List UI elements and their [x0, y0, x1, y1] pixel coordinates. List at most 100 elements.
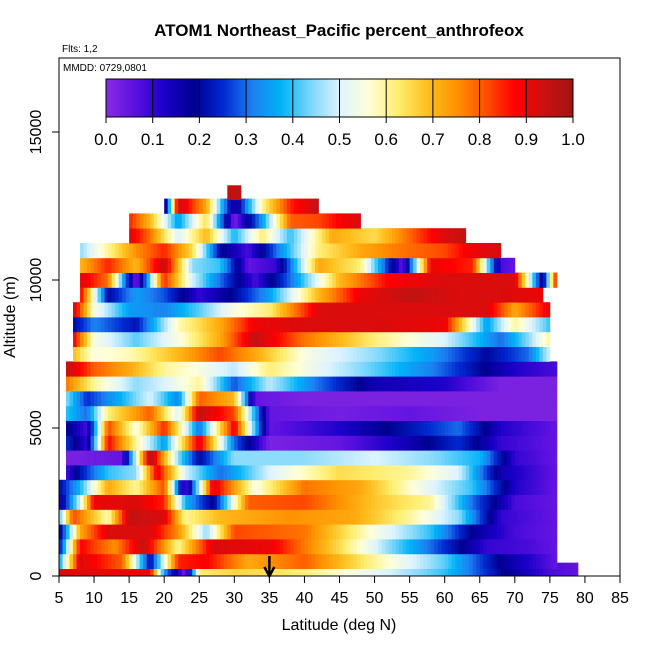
- heatmap-cell: [542, 346, 547, 362]
- heatmap-cell: [258, 287, 263, 303]
- heatmap-cell: [115, 435, 120, 451]
- heatmap-cell: [504, 287, 509, 303]
- heatmap-cell: [129, 509, 134, 525]
- heatmap-cell: [279, 509, 284, 525]
- heatmap-cell: [293, 317, 298, 333]
- heatmap-cell: [434, 524, 439, 540]
- heatmap-cell: [69, 539, 74, 555]
- heatmap-cell: [188, 494, 193, 510]
- heatmap-cell: [66, 524, 70, 540]
- heatmap-cell: [139, 272, 144, 288]
- heatmap-cell: [409, 376, 414, 392]
- heatmap-cell: [174, 435, 179, 451]
- heatmap-cell: [202, 346, 207, 362]
- heatmap-cell: [462, 524, 467, 540]
- heatmap-cell: [265, 257, 270, 273]
- heatmap-cell: [479, 317, 484, 333]
- heatmap-cell: [500, 562, 505, 577]
- heatmap-cell: [290, 346, 295, 362]
- heatmap-row: [59, 524, 558, 540]
- heatmap-cell: [493, 405, 498, 421]
- heatmap-cell: [311, 509, 316, 525]
- heatmap-cell: [108, 420, 112, 436]
- heatmap-cell: [479, 524, 484, 540]
- heatmap-cell: [553, 435, 558, 451]
- heatmap-cell: [248, 257, 253, 273]
- heatmap-cell: [434, 243, 439, 259]
- heatmap-cell: [122, 509, 127, 525]
- heatmap-cell: [500, 450, 505, 466]
- heatmap-cell: [297, 376, 302, 392]
- heatmap-cell: [458, 302, 463, 318]
- heatmap-cell: [490, 524, 495, 540]
- heatmap-cell: [118, 346, 123, 362]
- heatmap-cell: [213, 257, 218, 273]
- heatmap-cell: [146, 435, 151, 451]
- heatmap-cell: [542, 317, 547, 333]
- heatmap-cell: [374, 391, 379, 407]
- heatmap-cell: [371, 302, 375, 318]
- heatmap-cell: [437, 272, 442, 288]
- heatmap-cell: [360, 228, 365, 244]
- heatmap-cell: [209, 553, 214, 569]
- heatmap-cell: [202, 524, 207, 540]
- heatmap-cell: [83, 420, 88, 436]
- heatmap-cell: [332, 331, 337, 347]
- heatmap-cell: [136, 331, 141, 347]
- heatmap-cell: [325, 420, 330, 436]
- heatmap-cell: [125, 317, 130, 333]
- heatmap-cell: [444, 479, 449, 495]
- heatmap-cell: [472, 302, 477, 318]
- heatmap-cell: [469, 243, 474, 259]
- heatmap-cell: [276, 243, 281, 259]
- heatmap-cell: [535, 465, 540, 481]
- heatmap-cell: [423, 317, 428, 333]
- heatmap-cell: [223, 331, 228, 347]
- heatmap-cell: [111, 435, 116, 451]
- heatmap-cell: [178, 494, 183, 510]
- heatmap-cell: [357, 465, 361, 481]
- heatmap-cell: [202, 479, 207, 495]
- heatmap-cell: [174, 509, 179, 525]
- heatmap-cell: [265, 553, 270, 569]
- heatmap-cell: [343, 524, 347, 540]
- heatmap-cell: [122, 346, 127, 362]
- heatmap-cell: [353, 553, 358, 569]
- heatmap-cell: [269, 376, 274, 392]
- heatmap-cell: [371, 479, 375, 495]
- heatmap-cell: [258, 494, 263, 510]
- heatmap-cell: [476, 524, 481, 540]
- heatmap-cell: [118, 376, 123, 392]
- heatmap-cell: [237, 479, 242, 495]
- heatmap-cell: [73, 450, 77, 466]
- heatmap-cell: [90, 346, 95, 362]
- heatmap-cell: [216, 553, 221, 569]
- heatmap-cell: [167, 435, 172, 451]
- heatmap-cell: [297, 405, 302, 421]
- heatmap-cell: [402, 391, 407, 407]
- heatmap-cell: [139, 420, 144, 436]
- heatmap-cell: [241, 524, 246, 540]
- heatmap-cell: [83, 539, 88, 555]
- heatmap-cell: [357, 272, 361, 288]
- heatmap-cell: [374, 509, 379, 525]
- heatmap-cell: [458, 465, 463, 481]
- heatmap-cell: [283, 420, 288, 436]
- heatmap-cell: [423, 391, 428, 407]
- heatmap-cell: [202, 405, 207, 421]
- heatmap-cell: [328, 243, 333, 259]
- heatmap-cell: [314, 376, 319, 392]
- heatmap-cell: [339, 435, 344, 451]
- heatmap-cell: [69, 435, 74, 451]
- heatmap-cell: [521, 331, 526, 347]
- heatmap-cell: [262, 198, 267, 214]
- heatmap-cell: [59, 562, 63, 577]
- heatmap-cell: [367, 479, 372, 495]
- heatmap-cell: [314, 539, 319, 555]
- heatmap-cell: [230, 228, 235, 244]
- heatmap-cell: [335, 450, 340, 466]
- colorbar-tick-label: 0.3: [234, 130, 258, 149]
- heatmap-cell: [357, 376, 361, 392]
- heatmap-cell: [321, 361, 326, 377]
- heatmap-cell: [94, 479, 98, 495]
